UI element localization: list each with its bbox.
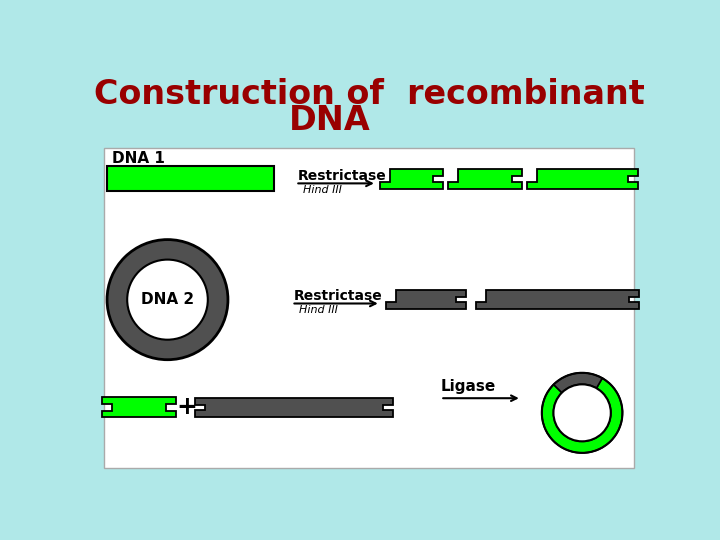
Bar (104, 148, 634, 468)
Polygon shape (194, 398, 393, 417)
Polygon shape (380, 168, 443, 189)
Text: Construction of  recombinant: Construction of recombinant (94, 78, 644, 111)
Text: Hind III: Hind III (300, 305, 338, 315)
Polygon shape (448, 168, 522, 189)
Text: +: + (176, 395, 197, 420)
Wedge shape (554, 373, 602, 393)
Text: Ligase: Ligase (441, 379, 495, 394)
Polygon shape (527, 168, 638, 189)
Polygon shape (102, 397, 176, 417)
Circle shape (127, 260, 208, 340)
Text: Hind III: Hind III (303, 185, 342, 194)
Text: DNA 1: DNA 1 (112, 151, 165, 166)
Bar (107, 166, 274, 191)
Text: Restrictase: Restrictase (297, 168, 387, 183)
Wedge shape (542, 378, 622, 453)
Circle shape (107, 240, 228, 360)
Text: DNA: DNA (289, 104, 371, 137)
Circle shape (554, 384, 611, 441)
Polygon shape (386, 291, 466, 309)
Text: DNA 2: DNA 2 (141, 292, 194, 307)
Polygon shape (476, 291, 639, 309)
Text: Restrictase: Restrictase (294, 289, 382, 303)
